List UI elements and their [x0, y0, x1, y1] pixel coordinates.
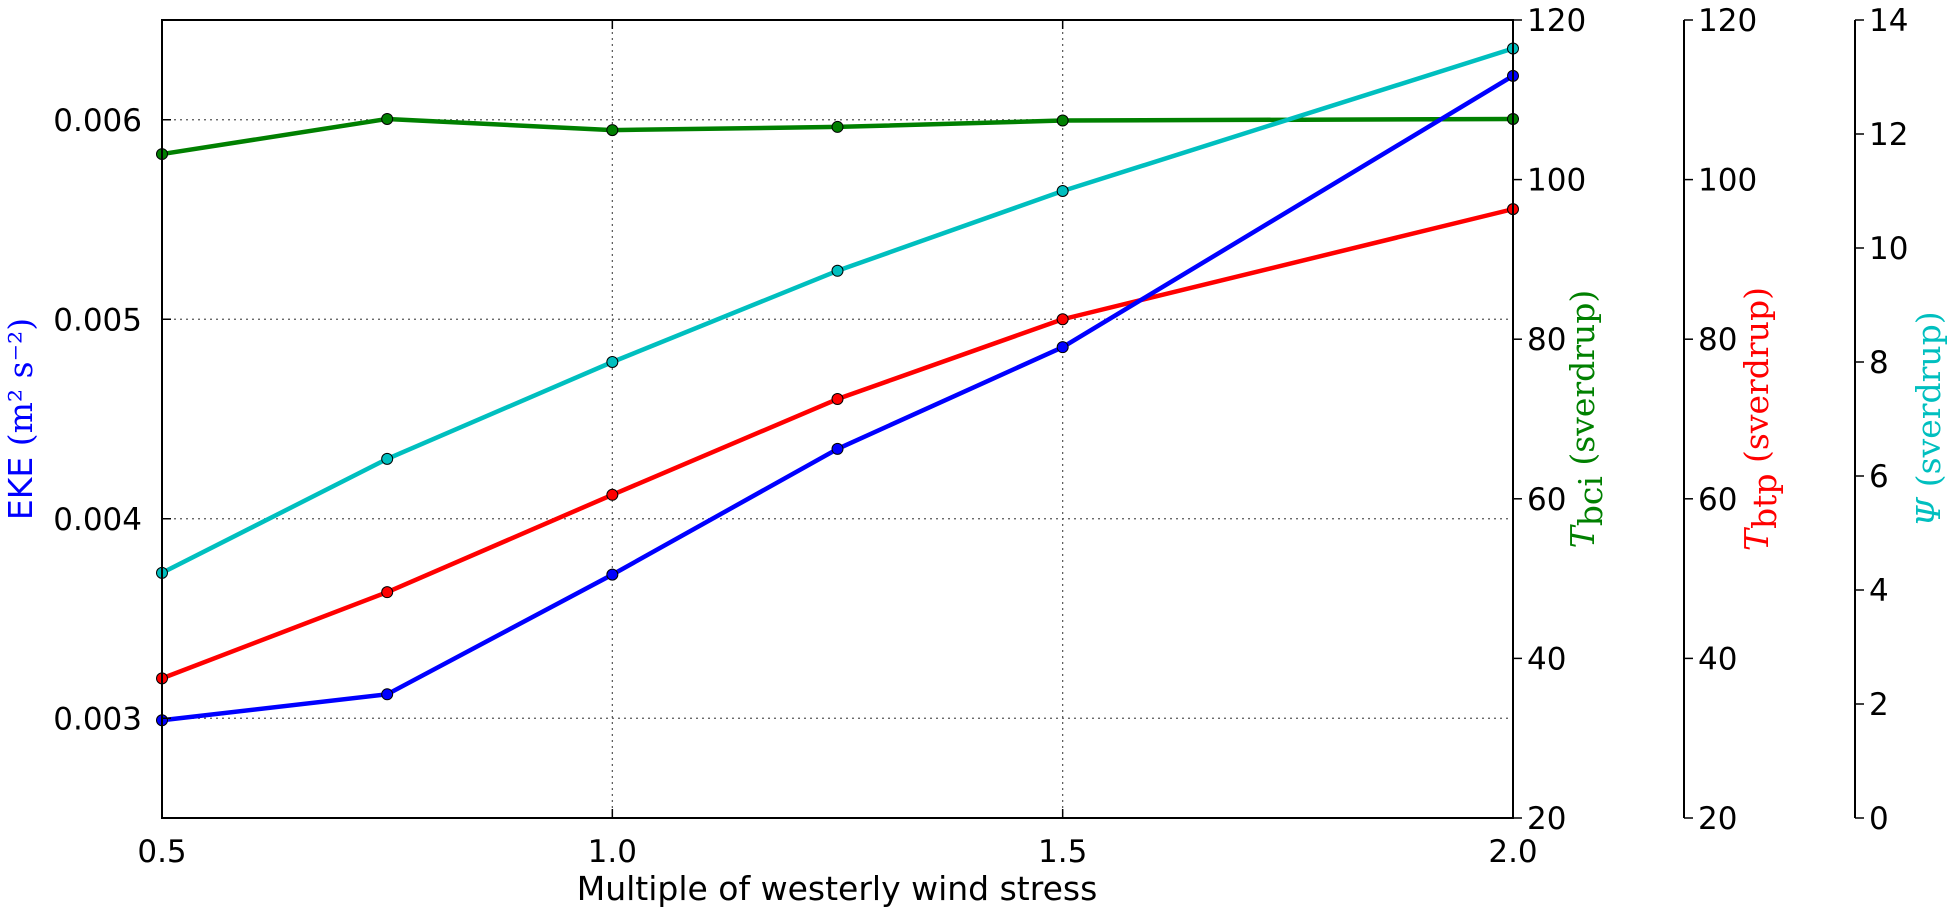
- x-axis-label: Multiple of westerly wind stress: [577, 869, 1098, 908]
- data-point-tbci: [1056, 114, 1069, 127]
- y-axis-label-tbci: Tbci (sverdrup): [1563, 290, 1610, 549]
- plot-frame: [161, 19, 1514, 819]
- data-point-tbtp: [606, 488, 619, 501]
- data-point-eke: [1056, 341, 1069, 354]
- x-tick-label: 0.5: [137, 834, 186, 870]
- series-line-tbci: [161, 116, 1514, 157]
- y-tick-label: 8: [1869, 345, 1889, 381]
- y-axis-label-eke: EKE (m² s⁻²): [1, 318, 40, 520]
- y-tick-label: 0.004: [53, 502, 142, 538]
- data-point-psi: [1056, 185, 1069, 197]
- data-point-eke: [606, 568, 619, 581]
- y-tick-label: 6: [1869, 459, 1889, 495]
- y-tick-label: 60: [1527, 482, 1566, 518]
- y-axis-label-psi: Ψ (sverdrup): [1909, 311, 1948, 526]
- y-tick-label: 60: [1698, 482, 1737, 518]
- y-tick-label: 10: [1869, 231, 1908, 267]
- data-point-tbci: [606, 124, 619, 137]
- data-point-tbci: [381, 112, 394, 125]
- data-point-tbtp: [381, 586, 394, 599]
- y-tick-label: 14: [1869, 3, 1908, 39]
- x-tick-label: 1.0: [588, 834, 637, 870]
- y-tick-label: 12: [1869, 117, 1908, 153]
- y-axis-label-tbtp: Tbtp (sverdrup): [1737, 287, 1784, 551]
- y-tick-label: 40: [1698, 641, 1737, 677]
- data-point-eke: [831, 442, 844, 455]
- y-tick-label: 0: [1869, 801, 1889, 837]
- data-point-tbtp: [1056, 313, 1069, 326]
- y-tick-label: 20: [1527, 801, 1566, 837]
- y-tick-label: 100: [1527, 163, 1586, 199]
- y-axis-psi: 0 2 4 6 8 10 12 14 Ψ (sverdrup): [1854, 3, 1948, 837]
- data-point-tbci: [831, 120, 844, 133]
- y-axis-tbtp: 20 40 60 80 100 120 Tbtp (sverdrup): [1683, 3, 1784, 837]
- y-tick-label: 0.003: [53, 701, 142, 737]
- y-tick-label: 2: [1869, 687, 1889, 723]
- data-point-psi: [606, 356, 619, 368]
- y-tick-label: 0.006: [53, 103, 142, 139]
- y-tick-label: 80: [1527, 322, 1566, 358]
- y-tick-label: 80: [1698, 322, 1737, 358]
- x-tick-label: 1.5: [1038, 834, 1087, 870]
- x-axis: 0.5 1.0 1.5 2.0: [137, 20, 1538, 870]
- y-tick-label: 20: [1698, 801, 1737, 837]
- data-point-psi: [831, 264, 844, 277]
- x-tick-label: 2.0: [1488, 834, 1537, 870]
- series-line-eke: [161, 73, 1515, 723]
- y-tick-label: 100: [1698, 163, 1757, 199]
- y-tick-label: 120: [1698, 3, 1757, 39]
- y-axis-eke: 0.003 0.004 0.005 0.006 EKE (m² s⁻²): [1, 103, 171, 737]
- data-point-psi: [381, 452, 394, 465]
- y-tick-label: 4: [1869, 573, 1889, 609]
- y-axis-tbci: 20 40 60 80 100 120 Tbci (sverdrup): [1513, 3, 1610, 837]
- series-line-psi: [160, 46, 1514, 575]
- y-tick-label: 120: [1527, 3, 1586, 39]
- data-point-tbtp: [831, 393, 844, 406]
- series-layer: [156, 42, 1519, 727]
- y-tick-label: 0.005: [53, 302, 142, 338]
- data-point-eke: [381, 688, 394, 701]
- y-tick-label: 40: [1527, 641, 1566, 677]
